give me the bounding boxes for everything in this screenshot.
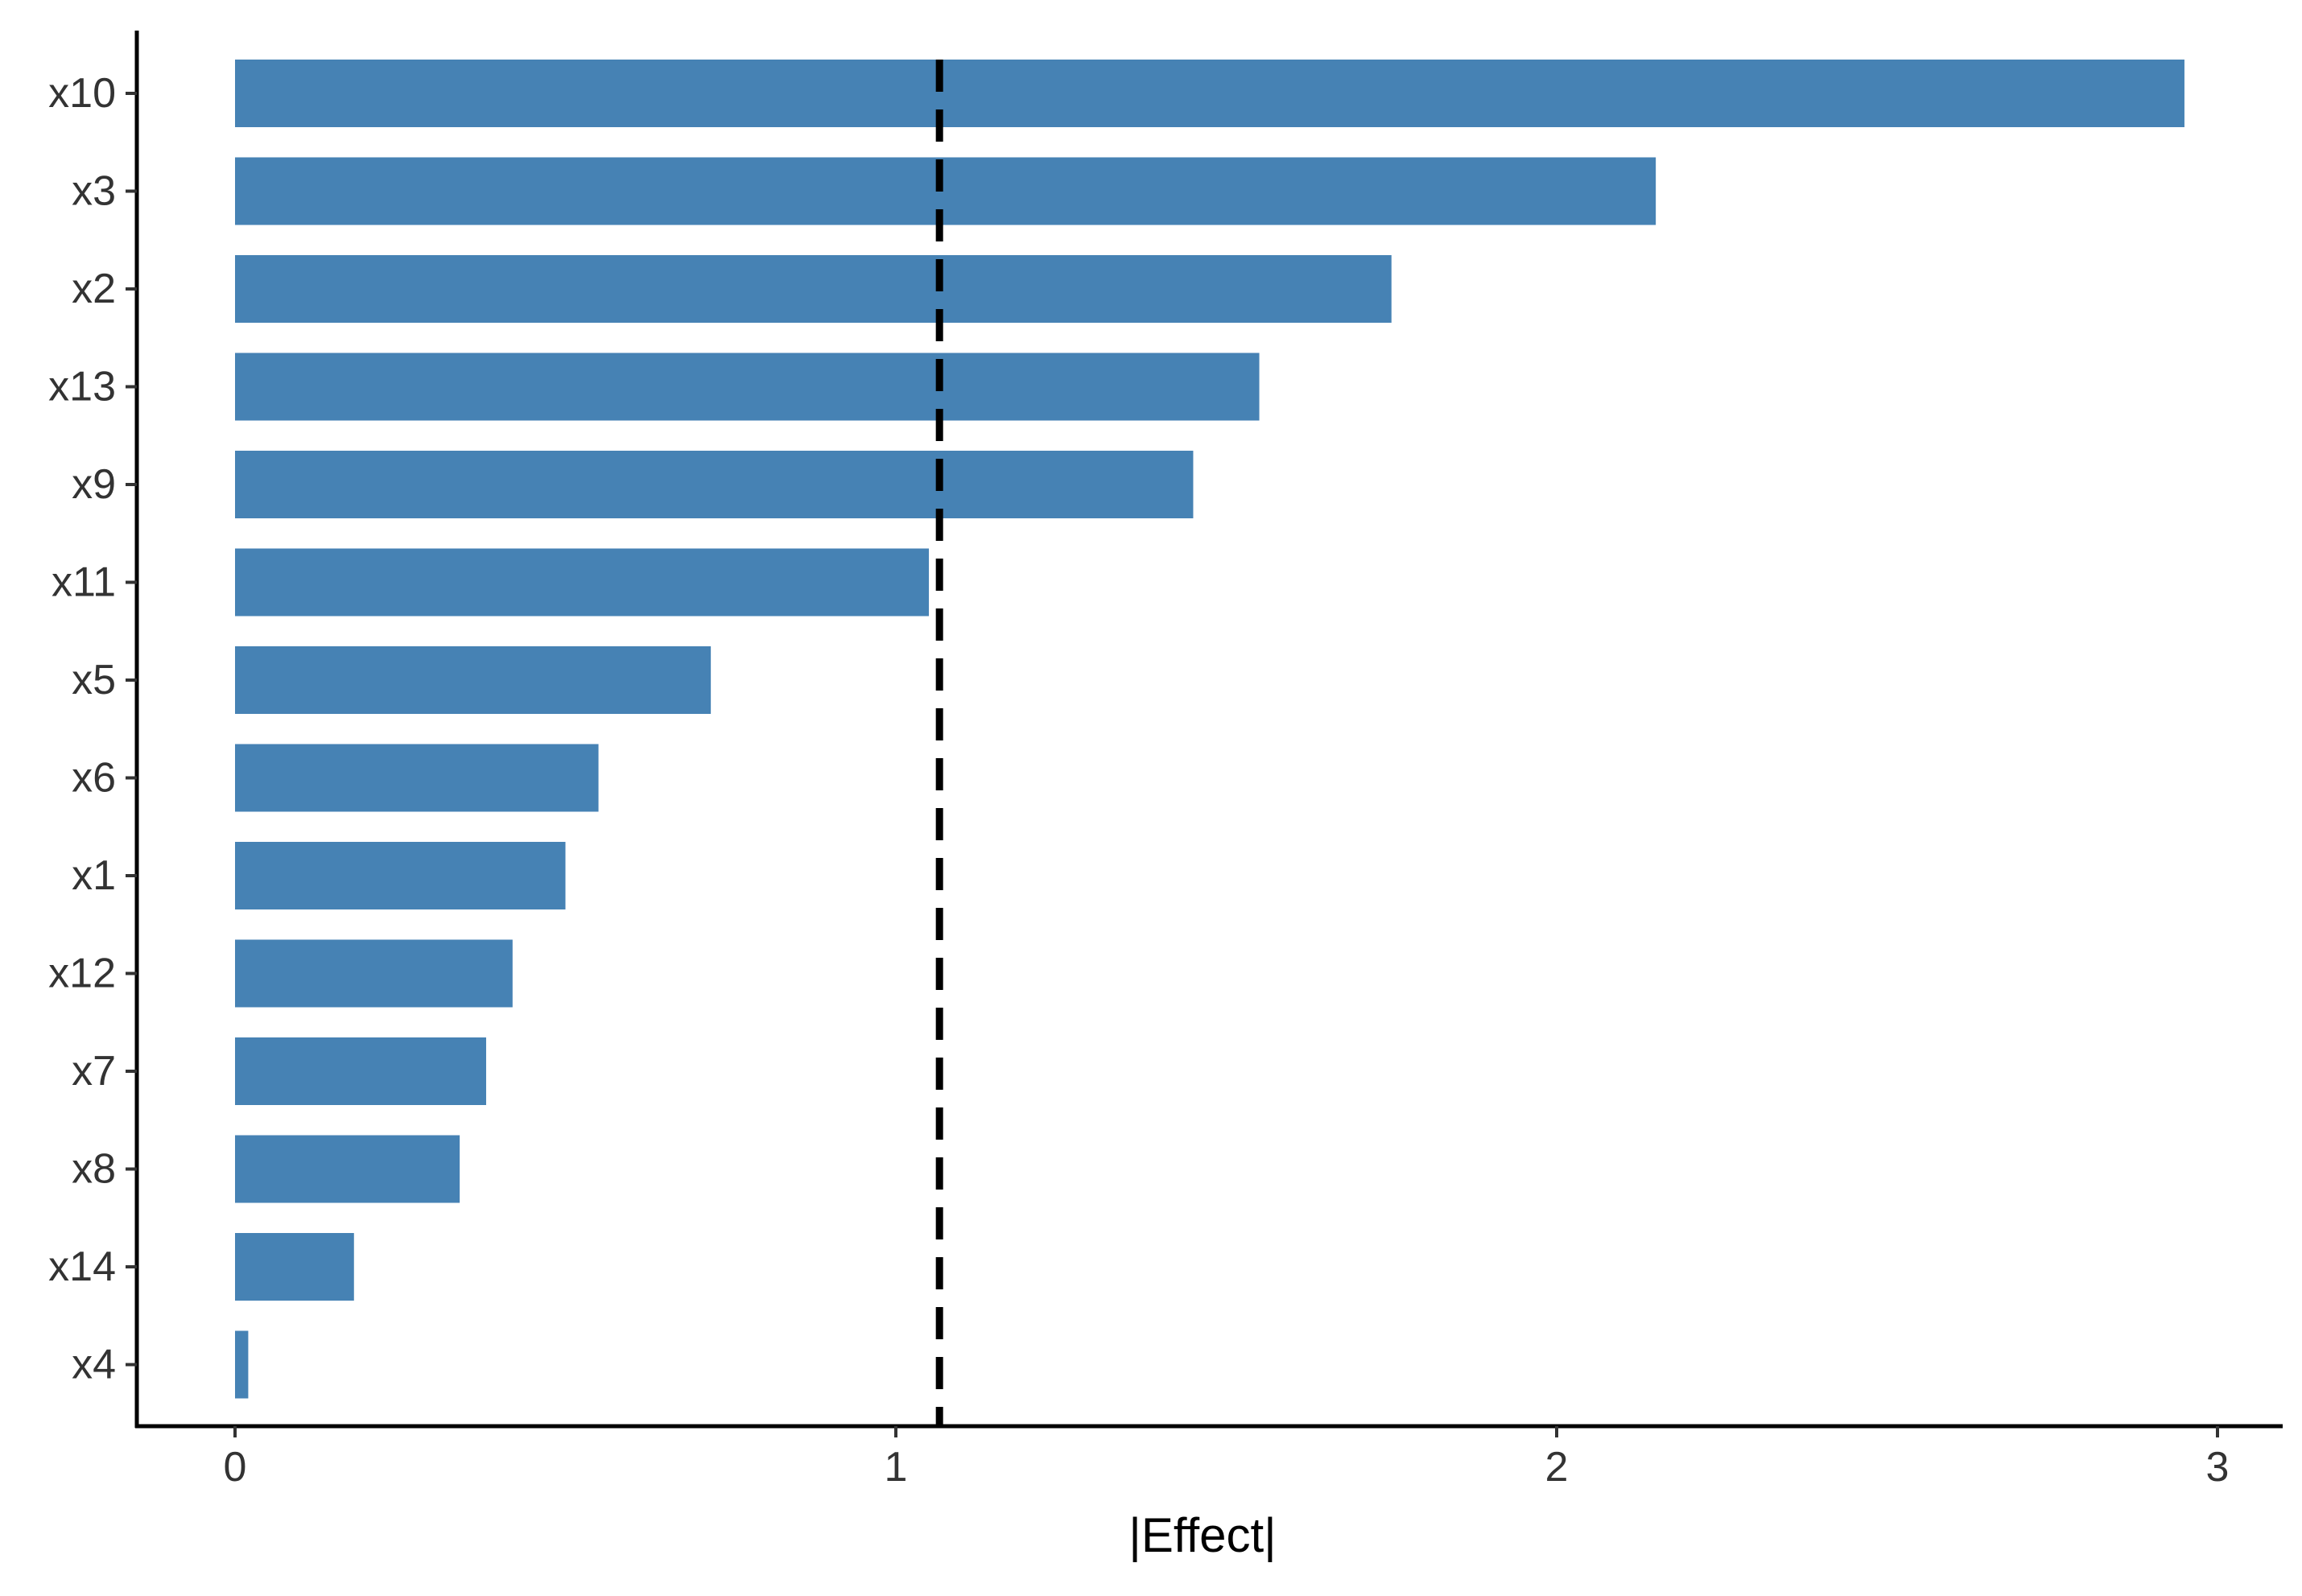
y-tick-label-x2: x2 (72, 266, 116, 312)
bar-x11 (235, 548, 930, 617)
x-tick-label-3: 3 (2206, 1444, 2230, 1491)
y-tick-label-x7: x7 (72, 1048, 116, 1095)
bar-x6 (235, 744, 599, 812)
y-tick-label-x11: x11 (52, 559, 116, 606)
y-tick-label-x6: x6 (72, 755, 116, 802)
bar-x2 (235, 255, 1392, 323)
bar-x4 (235, 1330, 249, 1399)
bar-x13 (235, 353, 1260, 421)
x-ticks-layer: 0 1 2 3 (224, 1426, 2230, 1491)
y-tick-label-x8: x8 (72, 1146, 116, 1193)
bars-layer (235, 60, 2184, 1399)
y-ticks-layer: x10 x3 x2 x13 x9 x11 x5 x6 x1 x12 x7 x8 x14 x4 (48, 70, 137, 1388)
y-tick-label-x13: x13 (48, 364, 116, 410)
x-tick-label-0: 0 (224, 1444, 247, 1491)
y-tick-label-x3: x3 (72, 168, 116, 215)
x-tick-label-1: 1 (885, 1444, 908, 1491)
bar-x3 (235, 157, 1656, 225)
bar-x5 (235, 646, 712, 714)
bar-x1 (235, 842, 566, 909)
y-tick-label-x9: x9 (72, 461, 116, 508)
y-tick-label-x14: x14 (48, 1243, 116, 1290)
y-tick-label-x12: x12 (48, 951, 116, 997)
y-tick-label-x4: x4 (72, 1342, 116, 1388)
y-tick-label-x5: x5 (72, 657, 116, 703)
bar-x9 (235, 451, 1194, 518)
bar-x10 (235, 60, 2184, 127)
bar-x12 (235, 939, 513, 1008)
x-axis-title: |Effect| (1128, 1508, 1277, 1562)
axes-layer (134, 31, 2283, 1429)
bar-x7 (235, 1037, 486, 1105)
bar-x8 (235, 1135, 460, 1203)
y-tick-label-x1: x1 (72, 852, 116, 899)
bar-x14 (235, 1233, 354, 1301)
x-tick-label-2: 2 (1545, 1444, 1569, 1491)
y-tick-label-x10: x10 (48, 70, 116, 117)
